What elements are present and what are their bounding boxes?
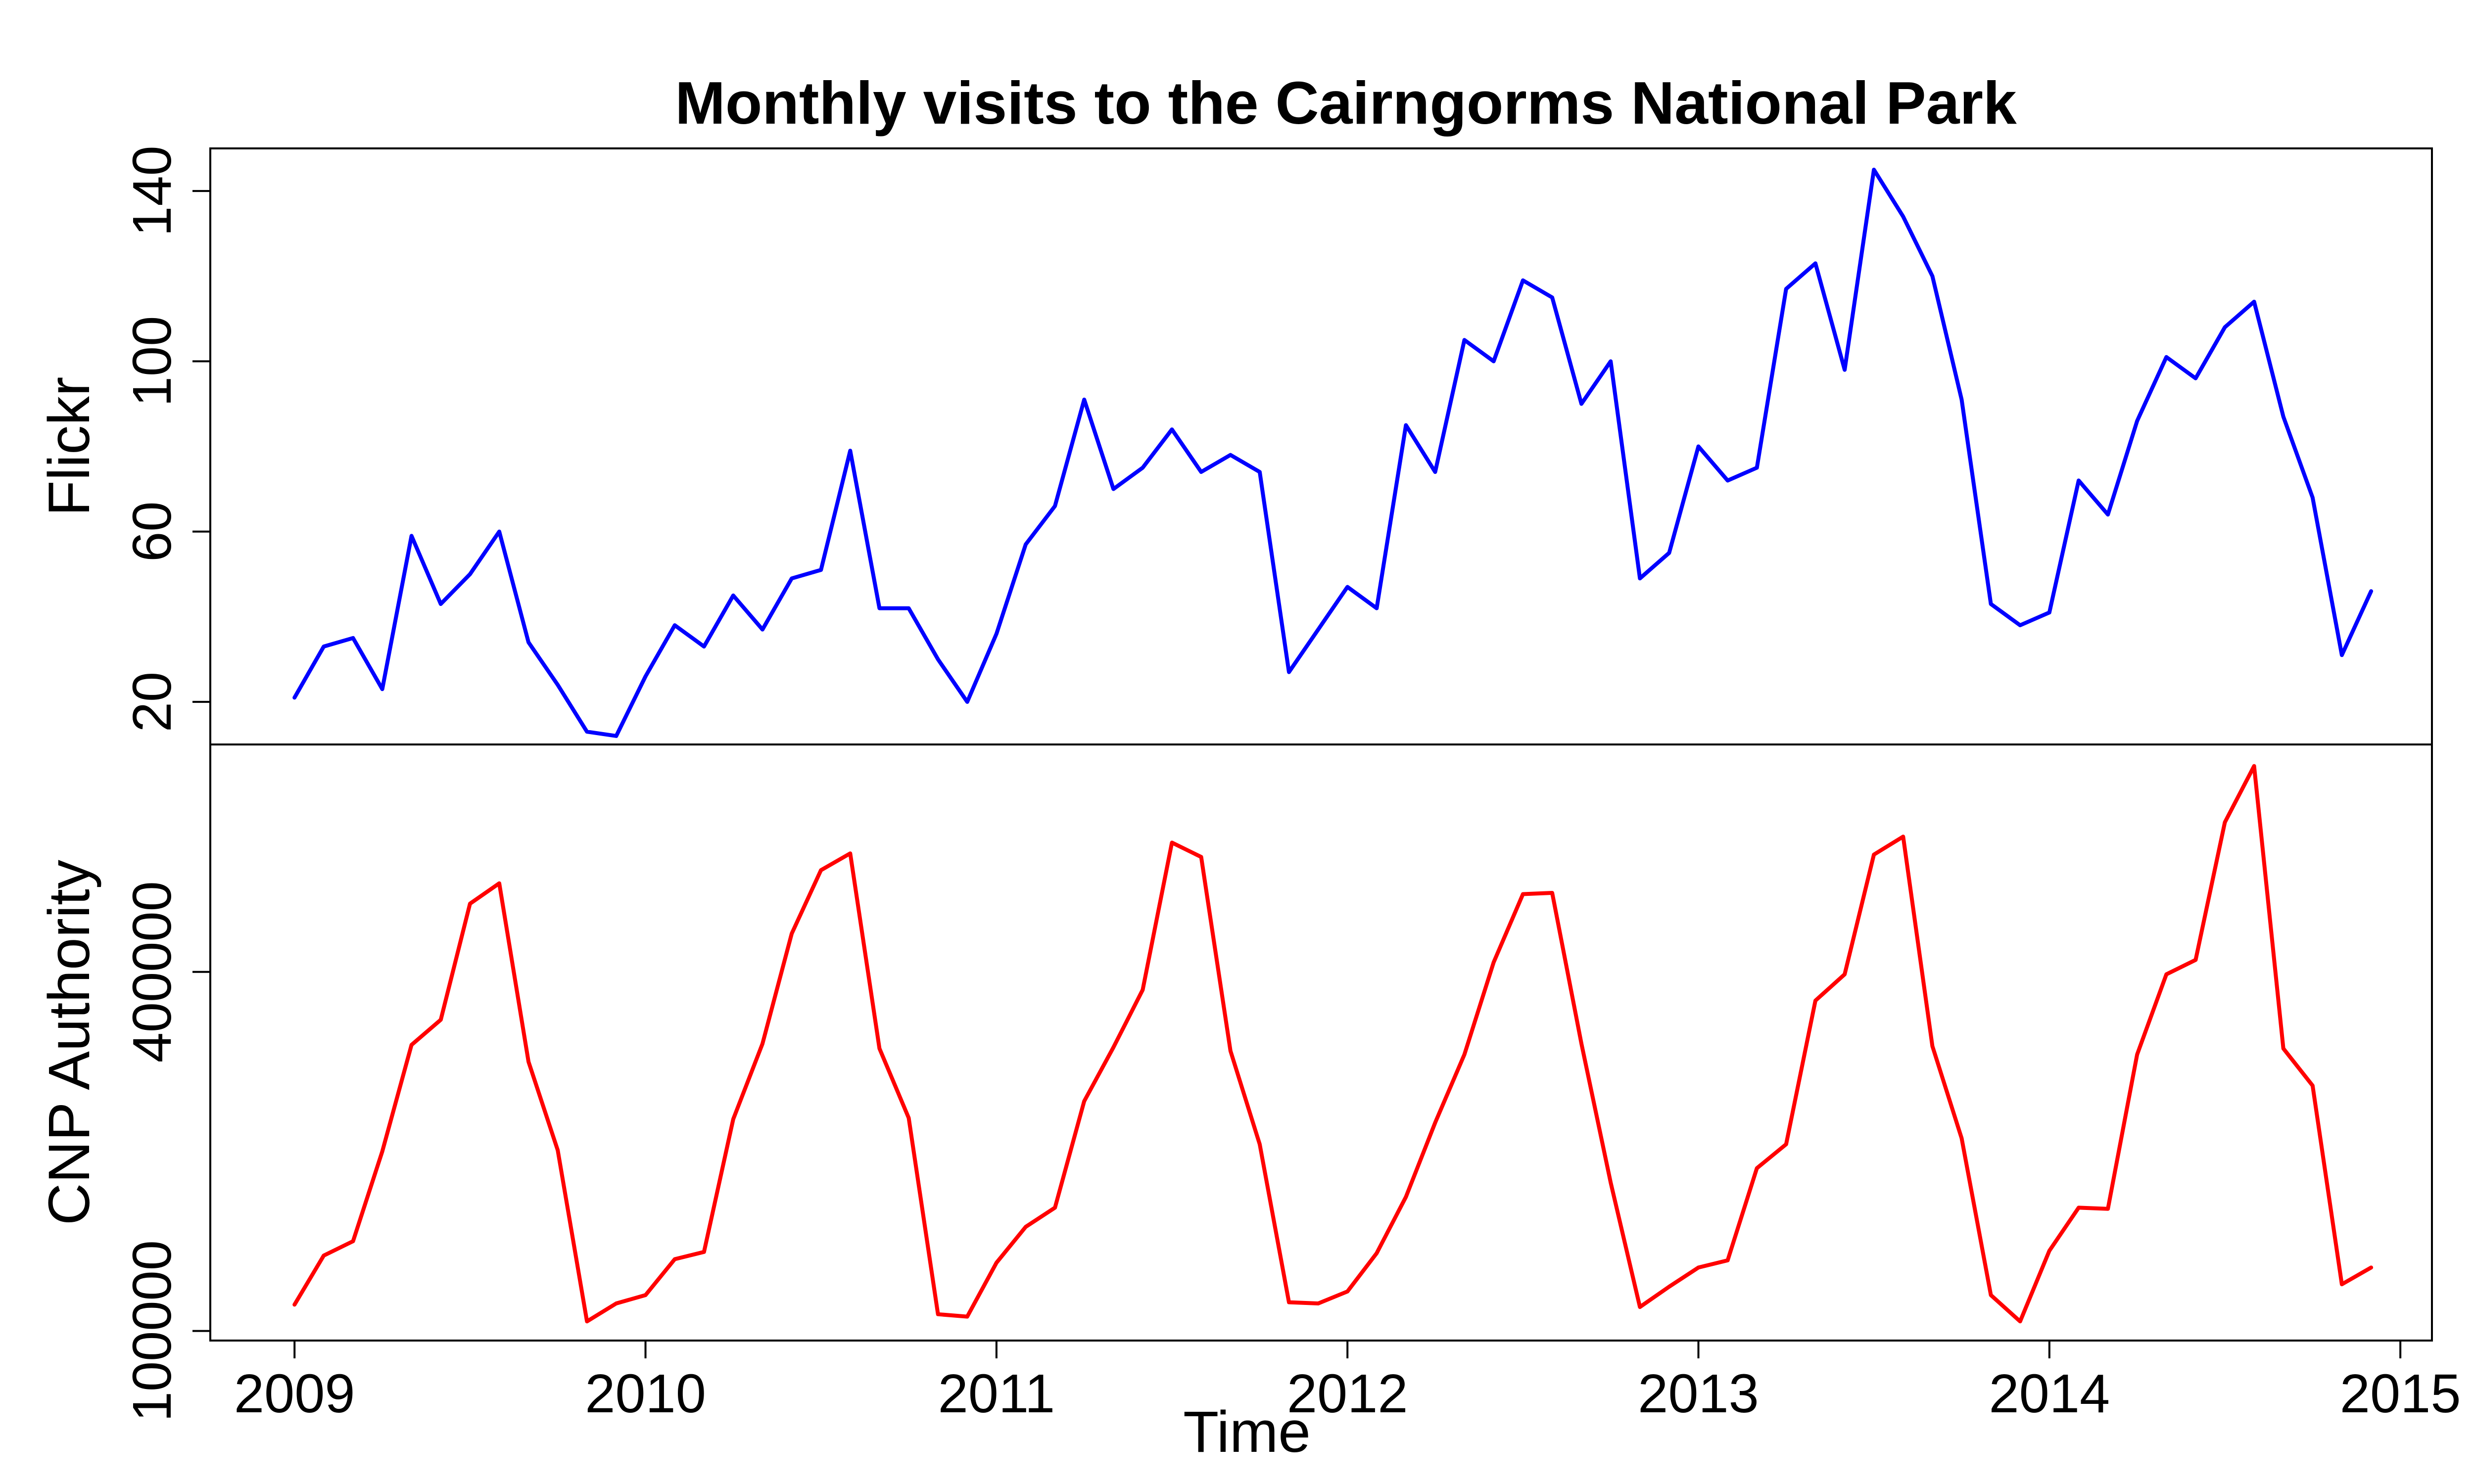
y-tick-label: 60 (122, 501, 183, 561)
axis-ticks (192, 190, 2402, 1358)
series-lines (292, 168, 2374, 1324)
y-tick-label: 400000 (122, 881, 183, 1063)
chart-title: Monthly visits to the Cairngorms Nationa… (675, 69, 2017, 137)
x-tick-label: 2011 (938, 1363, 1055, 1424)
y-tick-label: 100 (122, 316, 183, 407)
panel-frame-1 (209, 147, 2433, 745)
x-tick-label: 2015 (2340, 1363, 2461, 1424)
axis-labels: 20 60 100 140 Flickr 100000 400000 CNP Authorit… (37, 145, 2461, 1424)
x-tick-label: 2014 (1989, 1363, 2110, 1424)
y-tick-label: 20 (122, 672, 183, 732)
y-tick-label: 100000 (122, 1240, 183, 1422)
y-axis-title-2: CNP Authority (37, 860, 102, 1225)
x-tick-label: 2009 (234, 1363, 355, 1424)
x-tick-label: 2013 (1638, 1363, 1759, 1424)
x-tick-label: 2010 (585, 1363, 706, 1424)
series-line-2 (292, 764, 2374, 1324)
series-line-1 (292, 168, 2374, 738)
x-tick-label: 2012 (1287, 1363, 1408, 1424)
panel-frame-2 (209, 743, 2433, 1342)
y-axis-title-1: Flickr (37, 377, 102, 516)
panel-frames (209, 147, 2433, 1342)
y-tick-label: 140 (122, 145, 183, 236)
x-axis-title: Time (1183, 1399, 1311, 1465)
